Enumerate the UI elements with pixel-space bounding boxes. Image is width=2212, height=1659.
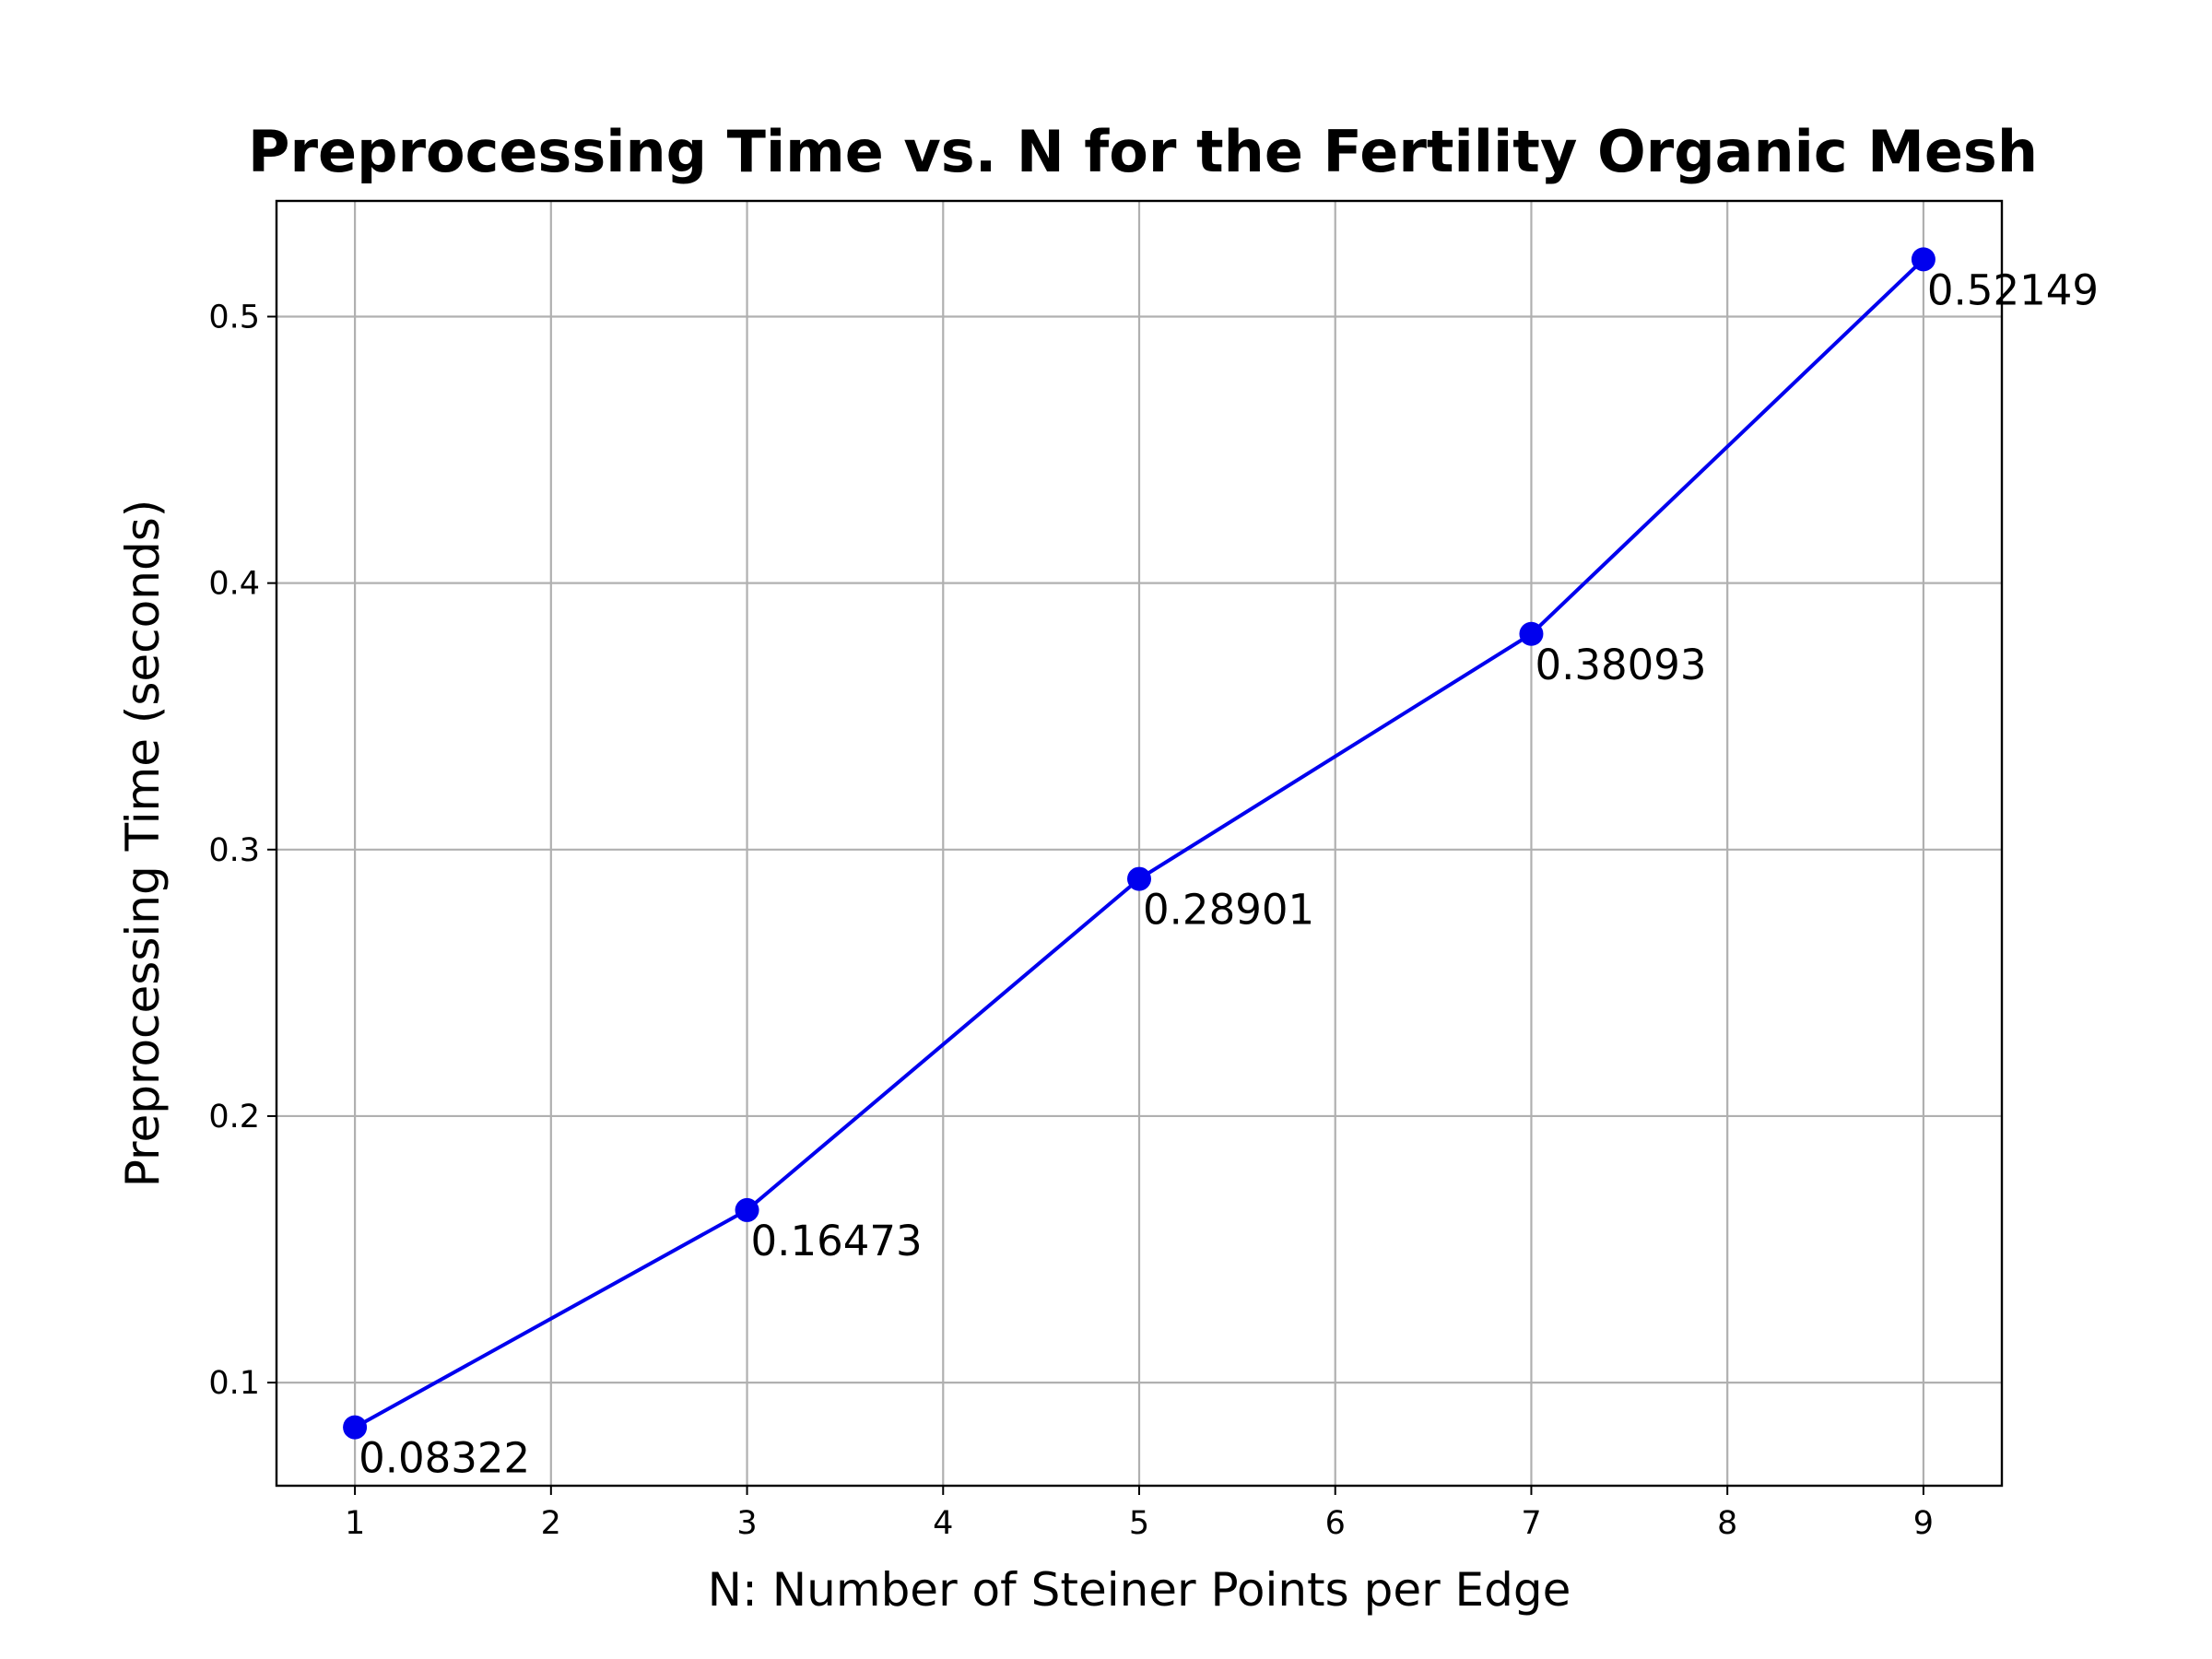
chart-title: Preprocessing Time vs. N for the Fertili… xyxy=(248,118,2038,185)
data-point xyxy=(1127,866,1151,891)
x-tick-label: 6 xyxy=(1325,1505,1346,1542)
x-tick-label: 8 xyxy=(1717,1505,1737,1542)
y-tick-label: 0.4 xyxy=(208,566,260,603)
y-tick-label: 0.3 xyxy=(208,832,260,869)
y-tick-label: 0.2 xyxy=(208,1099,260,1135)
y-tick-label: 0.5 xyxy=(208,299,260,335)
data-point xyxy=(343,1415,368,1440)
data-point xyxy=(735,1197,759,1222)
data-label: 0.08322 xyxy=(359,1434,530,1483)
label-layer: 0.08322 0.16473 0.28901 0.38093 0.52149 xyxy=(359,265,2099,1482)
x-tick-label: 3 xyxy=(736,1505,757,1542)
x-tick-label: 1 xyxy=(345,1505,365,1542)
x-axis-label: N: Number of Steiner Points per Edge xyxy=(708,1563,1571,1617)
x-tick-label: 2 xyxy=(541,1505,561,1542)
data-point xyxy=(1911,247,1936,272)
plot-frame xyxy=(275,199,2004,1488)
x-tick-label: 5 xyxy=(1129,1505,1149,1542)
y-tick-label: 0.1 xyxy=(208,1365,260,1402)
y-axis-label: Preprocessing Time (seconds) xyxy=(116,500,170,1187)
tick-layer: 1 2 3 4 5 6 7 8 9 0.1 0.2 0.3 0.4 0.5 xyxy=(208,299,1934,1542)
series-layer xyxy=(343,247,1936,1440)
data-label: 0.16473 xyxy=(751,1217,923,1265)
data-label: 0.28901 xyxy=(1143,886,1314,935)
grid-layer xyxy=(276,201,2002,1486)
data-point xyxy=(1519,621,1544,646)
x-tick-label: 7 xyxy=(1521,1505,1541,1542)
x-tick-label: 4 xyxy=(933,1505,953,1542)
x-tick-label: 9 xyxy=(1913,1505,1934,1542)
data-label: 0.52149 xyxy=(1927,265,2099,314)
data-label: 0.38093 xyxy=(1535,641,1706,689)
